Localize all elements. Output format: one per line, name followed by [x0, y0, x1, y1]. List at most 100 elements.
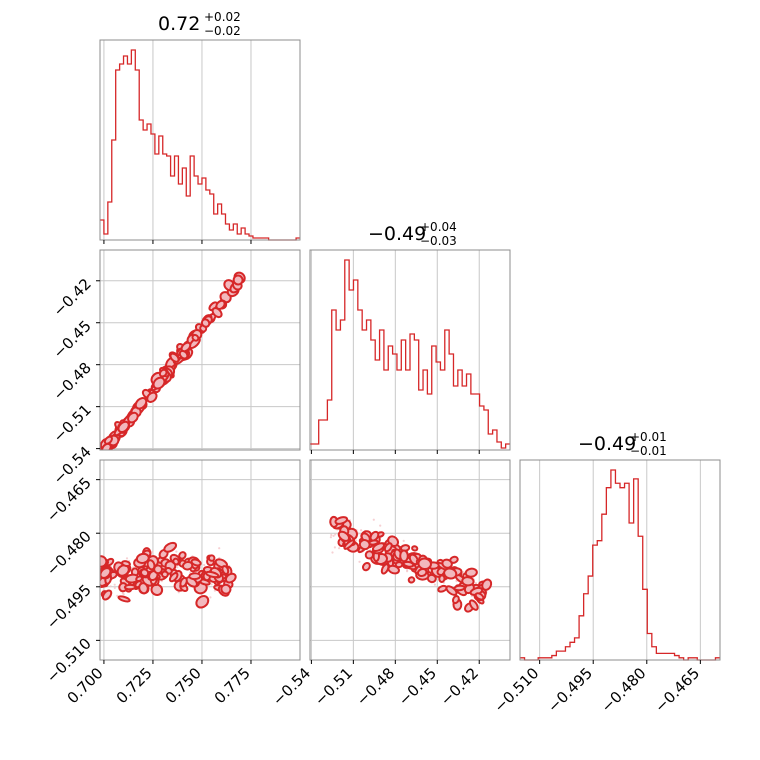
sample-point [329, 536, 332, 539]
sample-point [100, 454, 102, 456]
contour-level [188, 572, 202, 581]
contour-level [178, 349, 189, 360]
x-tick-label: −0.510 [490, 664, 542, 716]
x-tick-label: −0.465 [651, 664, 703, 716]
contour-level [383, 542, 393, 553]
histogram-1 [100, 49, 300, 241]
contour-level [161, 570, 169, 579]
contour-level [101, 589, 113, 601]
sample-point [109, 585, 112, 588]
y-axis-3: −0.510−0.495−0.480−0.465 [43, 474, 100, 686]
contour-level [211, 307, 223, 319]
sample-point [125, 557, 129, 560]
contour-level [208, 554, 216, 562]
contour-level [474, 592, 485, 601]
sample-point [101, 453, 103, 455]
y-tick-label: −0.48 [50, 359, 95, 404]
grid-lines [310, 250, 480, 450]
panel-title-plus: +0.02 [204, 10, 241, 24]
x-tick-label: −0.480 [598, 664, 650, 716]
contour-level [371, 542, 386, 552]
sample-point [177, 591, 180, 594]
sample-point [100, 454, 102, 456]
scatter-panel-2-3 [309, 459, 511, 661]
panel-title-plus: +0.01 [630, 430, 667, 444]
panel-marks [100, 541, 237, 609]
sample-point [101, 451, 103, 453]
panel-frame [99, 39, 301, 241]
y-tick-label: −0.480 [43, 527, 95, 579]
contour-level [416, 567, 428, 578]
panel-frame [99, 459, 301, 661]
contour-level [135, 552, 150, 564]
grid-lines [100, 460, 300, 660]
contour-level [334, 516, 349, 525]
contour-level [100, 555, 108, 568]
y-tick-label: −0.465 [43, 474, 95, 526]
sample-point [102, 454, 104, 456]
contour-level [190, 558, 202, 567]
contour-level [123, 583, 137, 591]
contour-level [163, 541, 178, 553]
grid-lines [100, 250, 300, 450]
contour-level [117, 595, 131, 603]
contour-level [481, 578, 493, 591]
hist-panel-2: −0.49+0.04−0.03 [309, 220, 511, 451]
contour-level [172, 557, 180, 566]
sample-point [176, 566, 179, 569]
contour-level [337, 530, 351, 542]
x-tick-label: −0.42 [437, 664, 482, 709]
scatter-panel-1-2 [91, 249, 301, 465]
panel-frame [309, 459, 511, 661]
x-tick-label: 0.725 [113, 664, 156, 707]
y-tick-label: −0.51 [50, 401, 95, 446]
contour-level [394, 561, 404, 569]
sample-point [474, 582, 477, 585]
contour-level [138, 582, 149, 595]
contour-level [468, 599, 479, 611]
x-axis-3: −0.510 −0.495 −0.480 −0.465 [490, 660, 703, 716]
contour-level [205, 570, 220, 579]
panel-frame [99, 249, 301, 451]
sample-point [210, 583, 213, 586]
contour-level [135, 575, 143, 582]
contour-level [445, 585, 458, 596]
y-tick-label: −0.42 [50, 275, 95, 320]
sample-point [406, 570, 409, 573]
contour-level [224, 572, 237, 584]
contour-level [443, 567, 458, 580]
sample-point [209, 596, 212, 599]
contour-level [146, 391, 158, 403]
panel-marks [329, 515, 493, 613]
contour-level [146, 559, 156, 571]
sample-point [98, 455, 100, 457]
contour-level [91, 451, 105, 465]
contour-level [101, 442, 112, 450]
sample-point [330, 533, 333, 537]
contour-level [441, 558, 453, 569]
contour-level [407, 576, 416, 584]
histogram-2 [310, 259, 510, 449]
contour-level [464, 567, 478, 578]
sample-point [372, 518, 375, 521]
contour-level [200, 318, 211, 328]
panel-marks [91, 271, 246, 465]
sample-point [113, 583, 116, 586]
contour-level [179, 576, 188, 588]
sample-point [102, 454, 104, 456]
contour-level [343, 539, 355, 550]
sample-point [379, 524, 382, 527]
y-axis-2: −0.54−0.51−0.48−0.45−0.42 [50, 275, 100, 488]
hist-panel-1: 0.72 +0.02−0.02 [99, 10, 301, 241]
sample-point [189, 571, 192, 574]
histogram-3 [520, 469, 720, 661]
sample-point [99, 452, 101, 454]
contour-level [451, 595, 460, 605]
x-tick-label: 0.750 [162, 664, 205, 707]
panel-frame [309, 249, 511, 451]
contour-level [96, 451, 106, 461]
contour-level [402, 560, 415, 568]
x-tick-label: −0.48 [353, 664, 398, 709]
x-axis-2: −0.54−0.51−0.48−0.45−0.42 [269, 660, 482, 709]
